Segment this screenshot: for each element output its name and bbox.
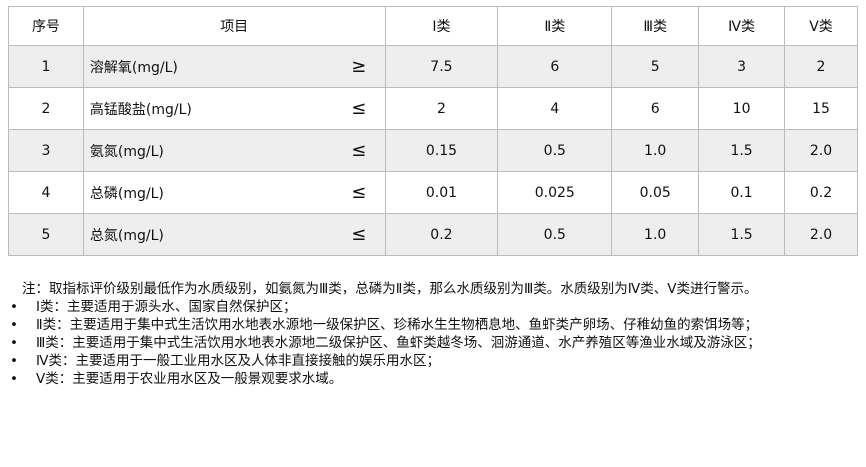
value-class-3: 5	[611, 45, 700, 88]
water-quality-table: 序号 项目 Ⅰ类 Ⅱ类 Ⅲ类 Ⅳ类 Ⅴ类 1 溶解氧(mg/L) ≥7.5 6 5 3 2 2…	[8, 6, 858, 256]
class-2-note: Ⅱ类：主要适用于集中式生活饮用水地表水源地一级保护区、珍稀水生生物栖息地、鱼虾类…	[10, 316, 852, 334]
table-row: 3 氨氮(mg/L) ≤0.15 0.5 1.0 1.5 2.0	[8, 129, 858, 172]
value-class-4: 0.1	[698, 171, 786, 214]
row-operator: ≥	[333, 45, 386, 88]
value-class-4: 1.5	[698, 213, 786, 256]
header-class-3: Ⅲ类	[611, 6, 700, 46]
value-class-1: 0.15	[384, 129, 499, 172]
value-class-3: 6	[611, 87, 700, 130]
header-class-4: Ⅳ类	[698, 6, 786, 46]
value-class-4: 10	[698, 87, 786, 130]
class-4-note: Ⅳ类：主要适用于一般工业用水区及人体非直接接触的娱乐用水区；	[10, 352, 852, 370]
row-no: 3	[8, 129, 84, 172]
value-class-4: 1.5	[698, 129, 786, 172]
value-class-2: 0.5	[497, 129, 613, 172]
value-class-3: 1.0	[611, 129, 700, 172]
row-operator: ≤	[333, 213, 386, 256]
value-class-1: 2	[384, 87, 499, 130]
header-class-1: Ⅰ类	[384, 6, 499, 46]
value-class-5: 15	[784, 87, 858, 130]
row-item: 氨氮(mg/L)	[82, 129, 334, 172]
value-class-5: 2	[784, 45, 858, 88]
row-item: 高锰酸盐(mg/L)	[82, 87, 334, 130]
header-row: 序号 项目 Ⅰ类 Ⅱ类 Ⅲ类 Ⅳ类 Ⅴ类	[8, 6, 858, 46]
value-class-5: 0.2	[784, 171, 858, 214]
table-row: 2 高锰酸盐(mg/L) ≤2 4 6 10 15	[8, 87, 858, 130]
table-row: 4 总磷(mg/L) ≤0.01 0.025 0.05 0.1 0.2	[8, 171, 858, 214]
row-operator: ≤	[333, 171, 386, 214]
value-class-5: 2.0	[784, 129, 858, 172]
class-description-list: Ⅰ类：主要适用于源头水、国家自然保护区； Ⅱ类：主要适用于集中式生活饮用水地表水…	[10, 298, 852, 388]
value-class-3: 0.05	[611, 171, 700, 214]
row-item: 总氮(mg/L)	[82, 213, 334, 256]
notes-intro: 注：取指标评价级别最低作为水质级别，如氨氮为Ⅲ类，总磷为Ⅱ类，那么水质级别为Ⅲ类…	[22, 281, 758, 297]
value-class-2: 0.025	[497, 171, 613, 214]
class-1-note: Ⅰ类：主要适用于源头水、国家自然保护区；	[10, 298, 852, 316]
class-3-note: Ⅲ类：主要适用于集中式生活饮用水地表水源地二级保护区、鱼虾类越冬场、洄游通道、水…	[10, 334, 852, 352]
header-class-5: Ⅴ类	[784, 6, 858, 46]
header-class-2: Ⅱ类	[497, 6, 613, 46]
value-class-4: 3	[698, 45, 786, 88]
table-row: 1 溶解氧(mg/L) ≥7.5 6 5 3 2	[8, 45, 858, 88]
value-class-1: 7.5	[384, 45, 499, 88]
header-no: 序号	[8, 6, 84, 46]
value-class-2: 0.5	[497, 213, 613, 256]
value-class-1: 0.2	[384, 213, 499, 256]
row-item: 溶解氧(mg/L)	[82, 45, 334, 88]
class-5-note: Ⅴ类：主要适用于农业用水区及一般景观要求水域。	[10, 370, 852, 388]
row-no: 4	[8, 171, 84, 214]
row-no: 1	[8, 45, 84, 88]
value-class-2: 4	[497, 87, 613, 130]
row-no: 5	[8, 213, 84, 256]
row-no: 2	[8, 87, 84, 130]
header-item: 项目	[82, 6, 386, 46]
value-class-2: 6	[497, 45, 613, 88]
row-operator: ≤	[333, 129, 386, 172]
value-class-3: 1.0	[611, 213, 700, 256]
value-class-5: 2.0	[784, 213, 858, 256]
value-class-1: 0.01	[384, 171, 499, 214]
row-operator: ≤	[333, 87, 386, 130]
row-item: 总磷(mg/L)	[82, 171, 334, 214]
notes: 注：取指标评价级别最低作为水质级别，如氨氮为Ⅲ类，总磷为Ⅱ类，那么水质级别为Ⅲ类…	[10, 280, 852, 388]
table-row: 5 总氮(mg/L) ≤0.2 0.5 1.0 1.5 2.0	[8, 213, 858, 256]
